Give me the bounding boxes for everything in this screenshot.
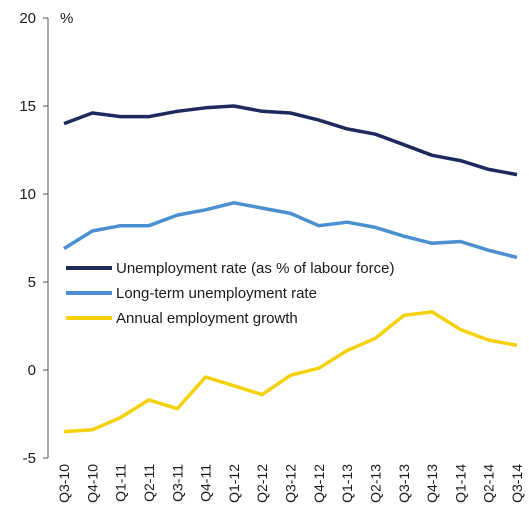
x-tick-labels: Q3-10 Q4-10 Q1-11 Q2-11 Q3-11 Q4-11 Q1-12 Q2-12… <box>56 464 525 503</box>
legend-label: Long-term unemployment rate <box>116 285 317 302</box>
x-tick-label: Q4-10 <box>84 464 100 503</box>
y-tick-label: 5 <box>28 274 36 291</box>
y-axis: 20 15 10 5 0 -5 % <box>19 10 73 467</box>
x-tick-label: Q3-14 <box>509 464 525 503</box>
x-tick-label: Q3-10 <box>56 464 72 503</box>
x-tick-label: Q1-13 <box>339 464 355 503</box>
x-tick-label: Q2-12 <box>254 464 270 503</box>
legend-label: Unemployment rate (as % of labour force) <box>116 260 394 277</box>
series-line-2 <box>63 201 518 260</box>
x-tick-label: Q3-13 <box>396 464 412 503</box>
x-tick-label: Q4-11 <box>198 464 214 502</box>
x-tick-label: Q3-12 <box>283 464 299 503</box>
x-tick-label: Q1-11 <box>113 464 129 502</box>
x-tick-label: Q2-14 <box>481 464 497 503</box>
x-tick-label: Q4-13 <box>424 464 440 503</box>
x-tick-label: Q1-14 <box>452 464 468 503</box>
series-lines <box>63 104 518 434</box>
x-tick-label: Q2-13 <box>367 464 383 503</box>
y-tick-label: -5 <box>23 450 36 467</box>
y-tick-label: 20 <box>19 10 36 27</box>
x-tick-label: Q1-12 <box>226 464 242 503</box>
y-tick-label: 0 <box>28 362 36 379</box>
legend-label: Annual employment growth <box>116 310 298 327</box>
legend: Unemployment rate (as % of labour force)… <box>66 260 394 327</box>
y-tick-labels: 20 15 10 5 0 -5 <box>19 10 48 467</box>
series-line-1 <box>63 104 518 177</box>
series-line-3 <box>63 310 518 434</box>
x-tick-label: Q2-11 <box>141 464 157 502</box>
y-tick-label: 15 <box>19 98 36 115</box>
x-tick-label: Q3-11 <box>169 464 185 502</box>
x-tick-label: Q4-12 <box>311 464 327 503</box>
y-tick-label: 10 <box>19 186 36 203</box>
y-unit-label: % <box>60 10 73 27</box>
